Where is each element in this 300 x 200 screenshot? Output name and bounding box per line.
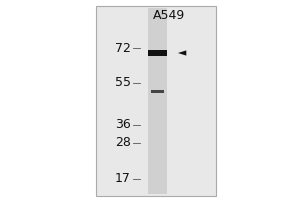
Bar [151,90,164,93]
Text: 17: 17 [115,172,130,186]
Text: 55: 55 [115,76,130,90]
Text: 72: 72 [115,42,130,54]
Bar [96,6,216,196]
Text: 36: 36 [115,118,130,132]
Bar [148,50,167,56]
Bar [148,8,167,194]
Polygon shape [178,50,186,56]
Text: A549: A549 [153,9,186,22]
Text: 28: 28 [115,137,130,150]
